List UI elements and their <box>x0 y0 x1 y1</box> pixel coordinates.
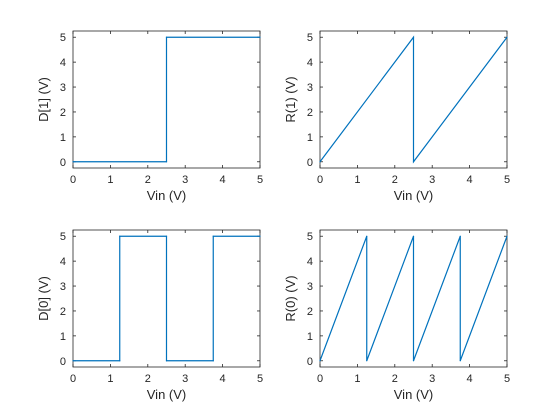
y-tick-label: 4 <box>307 57 313 69</box>
y-tick-label: 2 <box>307 306 313 318</box>
x-tick-label: 4 <box>220 373 226 385</box>
data-point <box>212 360 214 362</box>
data-point <box>506 36 508 38</box>
y-tick-label: 5 <box>307 231 313 243</box>
y-tick-label: 2 <box>60 306 66 318</box>
x-tick-label: 4 <box>467 174 473 186</box>
x-tick-label: 0 <box>317 373 323 385</box>
x-tick-label: 1 <box>107 174 113 186</box>
data-point <box>506 235 508 237</box>
y-tick-label: 1 <box>60 132 66 144</box>
x-axis-label: Vin (V) <box>147 188 187 203</box>
y-tick-label: 2 <box>60 107 66 119</box>
y-tick-label: 3 <box>60 82 66 94</box>
x-tick-label: 2 <box>392 174 398 186</box>
x-axis-label: Vin (V) <box>147 387 187 402</box>
x-tick-label: 2 <box>392 373 398 385</box>
data-point <box>412 360 415 362</box>
y-tick-label: 3 <box>60 281 66 293</box>
y-tick-label: 0 <box>307 157 313 169</box>
y-tick-label: 0 <box>60 356 66 368</box>
x-tick-label: 2 <box>145 373 151 385</box>
y-axis-label: R(1) (V) <box>283 76 298 122</box>
x-tick-label: 3 <box>182 174 188 186</box>
data-point <box>72 161 74 163</box>
y-tick-label: 0 <box>60 157 66 169</box>
data-point <box>459 360 461 362</box>
x-tick-label: 5 <box>504 174 510 186</box>
series-line <box>319 35 508 164</box>
data-point <box>212 235 214 237</box>
y-axis-label: R(0) (V) <box>283 275 298 321</box>
series-line <box>73 36 260 163</box>
x-tick-label: 1 <box>354 373 360 385</box>
series-line <box>73 235 260 362</box>
data-point <box>412 36 415 38</box>
x-tick-label: 5 <box>504 373 510 385</box>
plot-panel-3: 0 1 2 3 4 5 0 1 2 3 4 5 Vin (V) D[0] (V) <box>36 229 263 402</box>
data-point <box>72 360 74 362</box>
data-point <box>366 235 368 237</box>
x-axis-label: Vin (V) <box>394 387 434 402</box>
data-point <box>165 36 168 38</box>
y-tick-label: 1 <box>60 331 66 343</box>
data-point <box>259 36 261 38</box>
x-tick-label: 0 <box>317 174 323 186</box>
y-axis-label: D[1] (V) <box>36 77 51 122</box>
x-axis-label: Vin (V) <box>394 188 434 203</box>
data-point <box>412 161 415 163</box>
x-tick-label: 5 <box>257 174 263 186</box>
plot-panel-2: 0 1 2 3 4 5 0 1 2 3 4 5 Vin (V) R(1) (V) <box>283 30 510 203</box>
x-tick-label: 4 <box>467 373 473 385</box>
x-tick-label: 2 <box>145 174 151 186</box>
x-tick-label: 4 <box>220 174 226 186</box>
x-tick-label: 3 <box>429 174 435 186</box>
data-point <box>366 360 368 362</box>
plot-panel-4: 0 1 2 3 4 5 0 1 2 3 4 5 Vin (V) R(0) (V) <box>283 229 510 402</box>
y-tick-label: 5 <box>60 32 66 44</box>
y-axis-label: D[0] (V) <box>36 276 51 321</box>
y-tick-label: 4 <box>307 256 313 268</box>
data-point <box>259 235 261 237</box>
data-point <box>459 235 461 237</box>
y-tick-label: 3 <box>307 82 313 94</box>
y-tick-label: 5 <box>60 231 66 243</box>
x-tick-label: 5 <box>257 373 263 385</box>
data-point <box>119 235 121 237</box>
data-point <box>165 161 168 163</box>
y-tick-label: 1 <box>307 132 313 144</box>
y-tick-label: 5 <box>307 32 313 44</box>
data-point <box>119 360 121 362</box>
data-point <box>165 360 168 362</box>
y-tick-label: 0 <box>307 356 313 368</box>
data-point <box>412 235 415 237</box>
y-tick-label: 4 <box>60 57 66 69</box>
y-tick-label: 1 <box>307 331 313 343</box>
y-tick-label: 3 <box>307 281 313 293</box>
x-tick-label: 0 <box>70 373 76 385</box>
x-tick-label: 3 <box>429 373 435 385</box>
x-tick-label: 1 <box>107 373 113 385</box>
data-point <box>319 161 321 163</box>
x-tick-label: 1 <box>354 174 360 186</box>
plot-panel-1: 0 1 2 3 4 5 0 1 2 3 4 5 Vin (V) D[1] (V) <box>36 30 263 203</box>
data-point <box>319 360 321 362</box>
series-line <box>319 236 508 361</box>
data-point <box>165 235 168 237</box>
y-tick-label: 4 <box>60 256 66 268</box>
x-tick-label: 0 <box>70 174 76 186</box>
y-tick-label: 2 <box>307 107 313 119</box>
x-tick-label: 3 <box>182 373 188 385</box>
